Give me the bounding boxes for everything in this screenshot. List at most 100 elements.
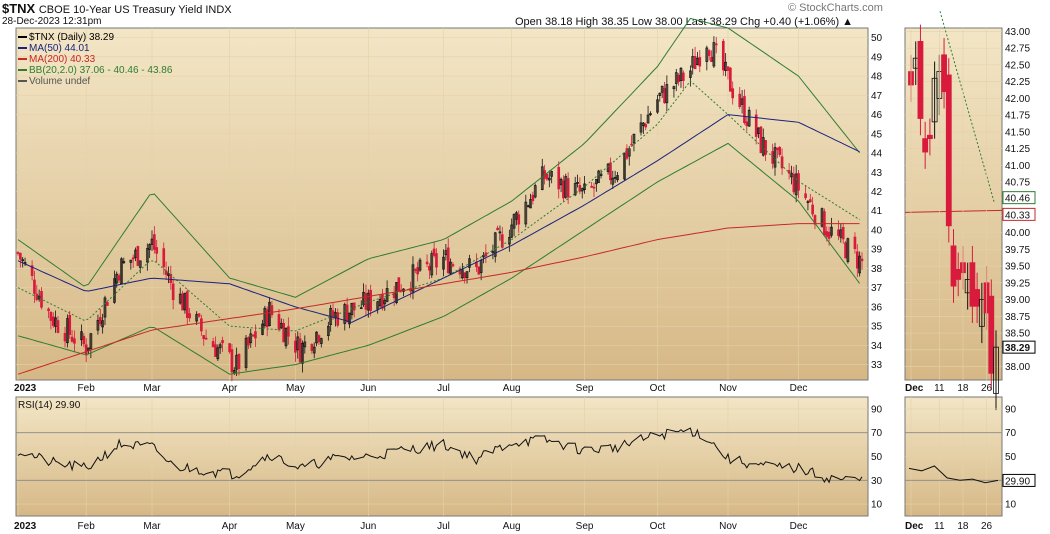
candle-body: [696, 57, 699, 65]
candle-body: [282, 322, 285, 343]
candle-body: [825, 231, 829, 237]
symbol: $TNX: [2, 1, 36, 16]
candle-body: [84, 344, 88, 356]
candle-body: [145, 248, 149, 263]
rsi-detail-line: [908, 465, 999, 484]
candle-body: [392, 292, 396, 299]
candle-body: [658, 92, 662, 96]
candle-body: [839, 229, 843, 238]
candle-body: [945, 74, 952, 227]
x-tick-label: Aug: [503, 383, 521, 394]
candle-body: [721, 40, 725, 71]
candle-body: [926, 134, 933, 140]
candle-body: [310, 344, 314, 351]
candle-body: [698, 57, 702, 67]
candle-body: [115, 273, 119, 284]
candle-body: [761, 137, 765, 156]
candle-body: [512, 214, 516, 229]
candle-body: [155, 247, 159, 254]
candle-body: [263, 307, 267, 326]
y-tick-label: 41: [871, 206, 883, 217]
candle-body: [726, 66, 730, 71]
y-tick-label: 42: [871, 187, 883, 198]
candle-body: [642, 122, 645, 126]
candle-body: [740, 98, 744, 105]
candle-body: [731, 88, 735, 99]
candle-body: [808, 199, 812, 203]
candle-body: [188, 313, 191, 319]
candle-body: [129, 259, 133, 263]
candle-body: [656, 99, 659, 113]
candle-body: [597, 170, 601, 183]
instrument-name: CBOE 10-Year US Treasury Yield INDX: [38, 4, 232, 16]
candle-body: [345, 304, 349, 323]
legend-entry: Volume undef: [29, 76, 90, 87]
candle-body: [576, 181, 579, 184]
y-tick-label: 43.00: [1005, 27, 1030, 38]
rsi-tick-label: 50: [1005, 452, 1017, 463]
candle-body: [465, 271, 469, 279]
rsi-marker: [1002, 473, 1036, 487]
rsi-label: RSI(14) 29.90: [18, 400, 81, 411]
candle-body: [16, 252, 20, 254]
rsi-marker-label: 29.90: [1005, 476, 1030, 487]
candle-body: [630, 143, 633, 146]
candle-body: [757, 127, 760, 134]
candle-body: [30, 265, 34, 276]
candle-body: [98, 317, 102, 324]
rsi-tick-label: 70: [1005, 428, 1017, 439]
x-tick-label: Feb: [78, 521, 96, 532]
candle-body: [463, 272, 467, 279]
candle-body: [319, 338, 323, 344]
x-tick-label: Dec: [905, 521, 924, 532]
candle-body: [827, 231, 831, 239]
candle-body: [265, 309, 269, 328]
x-tick-label: May: [286, 521, 305, 532]
ma200-line: [17, 223, 860, 375]
y-tick-label: 48: [871, 72, 883, 83]
ma50-line: [17, 114, 860, 323]
candle-body: [247, 337, 250, 346]
candle-body: [33, 279, 36, 294]
candle-body: [106, 302, 109, 306]
candle-body: [759, 126, 763, 154]
candle-body: [254, 331, 257, 339]
price-marker: [1002, 340, 1036, 354]
candle-body: [644, 124, 648, 128]
ma200-line: [904, 209, 1003, 213]
candle-body: [806, 201, 810, 203]
candle-body: [639, 122, 643, 133]
bb-middle-line: [939, 11, 995, 202]
candle-body: [508, 237, 511, 245]
x-tick-label: 2023: [14, 521, 37, 532]
candle-body: [70, 336, 74, 342]
candle-body: [369, 289, 372, 311]
y-tick-label: 41.75: [1005, 111, 1030, 122]
candle-body: [148, 244, 151, 250]
y-tick-label: 38: [871, 264, 883, 275]
candle-body: [413, 269, 417, 271]
rsi-tick-label: 90: [871, 404, 883, 415]
candle-body: [500, 234, 504, 248]
candle-body: [988, 295, 995, 374]
candle-body: [150, 238, 154, 245]
candle-body: [287, 326, 290, 337]
candle-body: [606, 163, 610, 172]
candle-body: [435, 253, 438, 268]
candle-body: [430, 253, 434, 276]
candle-body: [131, 257, 135, 260]
candle-body: [557, 167, 561, 190]
candle-body: [277, 314, 281, 330]
y-tick-label: 38.50: [1005, 329, 1030, 340]
x-tick-label: Mar: [143, 521, 161, 532]
y-tick-label: 39.50: [1005, 262, 1030, 273]
y-tick-label: 42.75: [1005, 44, 1030, 55]
candle-body: [442, 256, 445, 270]
candle-body: [679, 67, 683, 82]
y-tick-label: 49: [871, 52, 883, 63]
candle-body: [547, 177, 551, 181]
candle-body: [303, 341, 307, 348]
candle-body: [590, 185, 593, 188]
candle-body: [49, 311, 53, 321]
candle-body: [211, 341, 215, 348]
